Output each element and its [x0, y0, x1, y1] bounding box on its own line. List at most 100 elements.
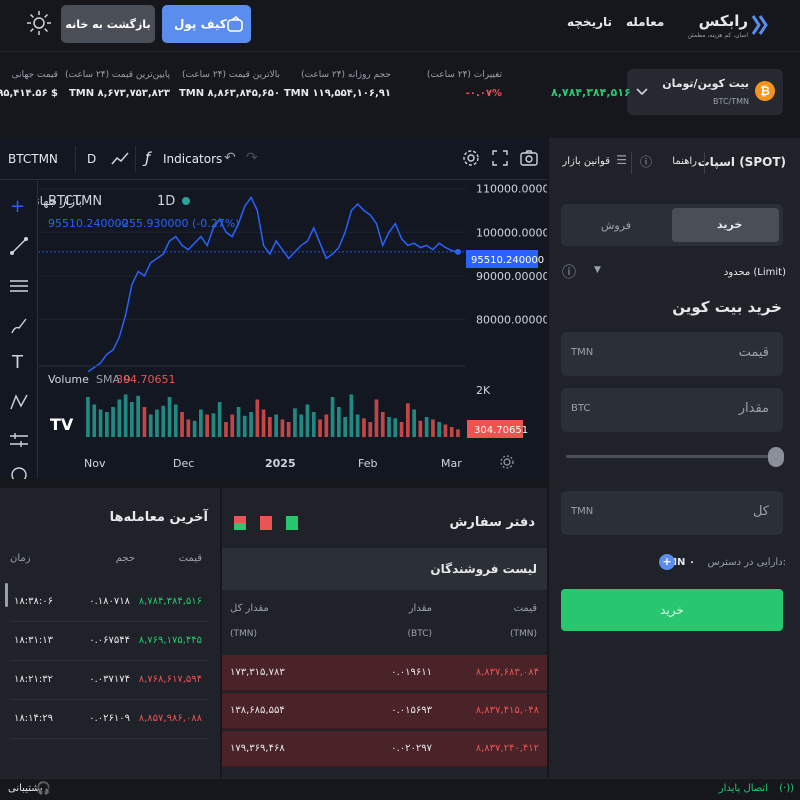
measure-icon[interactable] — [9, 430, 29, 450]
sellers-section-title: لیست فروشندگان — [430, 562, 537, 576]
back-home-button[interactable]: بازگشت به خانه — [61, 5, 155, 43]
volume-bar — [305, 404, 310, 437]
volume-bar — [230, 414, 235, 437]
stat-high: بالاترین قیمت (۲۴ ساعت) TMN ۸,۸۶۳,۸۴۵,۶۵… — [179, 70, 280, 99]
amount-slider-thumb[interactable] — [768, 447, 784, 467]
order-book-row[interactable]: ۸,۸۳۷,۶۸۳,۰۸۴ ۰.۰۱۹۶۱۱ ۱۷۳,۳۱۵,۷۸۳ — [222, 655, 547, 691]
guide-link[interactable]: راهنما — [672, 156, 697, 167]
headset-icon[interactable]: 🎧 — [36, 781, 51, 795]
amount-placeholder: مقدار — [738, 401, 769, 416]
stat-global-price: قیمت جهانی ۹۵,۴۱۴.۵۶ $ — [0, 70, 58, 99]
order-type-select[interactable]: محدود (Limit) — [724, 265, 786, 278]
interval-button[interactable]: D — [87, 152, 97, 166]
price-field[interactable]: قیمت TMN — [561, 332, 783, 376]
chart-symbol-button[interactable]: BTCTMN — [8, 152, 58, 166]
trade-volume: ۰.۰۶۷۵۴۴ — [89, 635, 130, 646]
volume-bar — [92, 404, 97, 437]
trendline-icon[interactable] — [9, 236, 29, 256]
volume-sma-value: 304.70651 — [116, 373, 176, 386]
volume-bar — [173, 404, 178, 437]
balance-value: TMN ۰ — [660, 557, 695, 568]
trade-volume: ۰.۰۲۶۱۰۹ — [89, 713, 130, 724]
price-chart[interactable]: BTCTMN 1D بازار جهانی 95510.240000 -255.… — [38, 180, 547, 478]
wallet-button[interactable]: کیف پول — [162, 5, 251, 43]
view-buys-icon[interactable] — [286, 516, 298, 530]
connection-status: اتصال پایدار — [718, 783, 768, 794]
order-book-row[interactable]: ۸,۸۳۷,۲۴۰,۴۱۲ ۰.۰۲۰۲۹۷ ۱۷۹,۳۶۹,۴۶۸ — [222, 731, 547, 767]
trade-row: ۸,۷۸۴,۳۸۴,۵۱۶ ۰.۱۸۰۷۱۸ ۱۸:۳۸:۰۶ — [10, 584, 208, 622]
volume-bar — [412, 409, 416, 437]
logo[interactable]: رابکس اسان، کم هزینه، مطمئن — [687, 10, 770, 42]
volume-bar — [199, 409, 203, 437]
alert-info-icon[interactable]: ⓘ — [562, 265, 576, 281]
view-sells-icon[interactable] — [260, 516, 272, 530]
emoji-icon[interactable] — [9, 465, 29, 479]
volume-bar — [123, 394, 128, 437]
fullscreen-icon[interactable] — [491, 149, 509, 167]
buy-tab[interactable]: خرید — [672, 208, 779, 242]
amount-field[interactable]: مقدار BTC — [561, 388, 783, 432]
col-price: قیمت — [513, 603, 537, 614]
row-amount: ۰.۰۲۰۲۹۷ — [391, 743, 432, 754]
col-amount: مقدار — [408, 603, 432, 614]
trade-time: ۱۸:۳۱:۱۳ — [14, 635, 53, 646]
price-badge-value: 95510.240000 — [471, 255, 544, 266]
crosshair-icon[interactable]: + — [10, 196, 26, 217]
volume-bar — [186, 419, 191, 437]
trade-price: ۸,۷۶۹,۱۷۵,۴۴۵ — [138, 635, 202, 646]
side-tabs: خرید فروش — [561, 204, 783, 246]
volume-bar — [443, 424, 448, 437]
col-price-unit: (TMN) — [509, 629, 537, 639]
order-book-row[interactable]: ۸,۸۳۷,۴۱۵,۰۴۸ ۰.۰۱۵۶۹۳ ۱۳۸,۶۸۵,۵۵۴ — [222, 693, 547, 729]
support-link[interactable]: پشتیبانی — [8, 783, 43, 794]
theme-toggle-button[interactable] — [24, 8, 54, 38]
row-price: ۸,۸۳۷,۶۸۳,۰۸۴ — [475, 667, 539, 678]
volume-bar — [431, 419, 435, 437]
chevron-down-icon — [636, 88, 648, 96]
deposit-plus-icon[interactable]: + — [659, 554, 675, 570]
volume-bar — [393, 418, 398, 438]
pattern-icon[interactable] — [9, 392, 29, 412]
redo-icon[interactable]: ↷ — [246, 150, 258, 166]
chevron-down-icon[interactable]: ▼ — [594, 265, 601, 275]
chart-legend-price: 95510.240000 — [48, 217, 128, 230]
volume-bar — [249, 412, 253, 437]
stat-low: پایین‌ترین قیمت (۲۴ ساعت) TMN ۸,۶۷۳,۷۵۳,… — [65, 70, 170, 99]
volume-bar — [205, 414, 209, 437]
nav-history[interactable]: تاریخچه — [567, 15, 612, 29]
amount-slider-track[interactable] — [566, 455, 776, 458]
market-rules-link[interactable]: قوانین بازار — [562, 156, 610, 167]
order-book-panel: دفتر سفارش لیست فروشندگان قیمت مقدار مقد… — [222, 488, 547, 778]
submit-buy-button[interactable]: خرید — [561, 589, 783, 631]
stat-change-label: تغییرات (۲۴ ساعت) — [426, 70, 502, 80]
nav-trade[interactable]: معامله — [626, 15, 665, 29]
volume-bar — [337, 407, 341, 437]
indicators-icon: ƒ — [145, 149, 151, 167]
brush-icon[interactable] — [9, 316, 29, 336]
x-tick-label: Feb — [358, 457, 377, 470]
recent-trades-panel: آخرین معامله‌ها قیمت حجم زمان — [0, 488, 220, 778]
timezone-gear-icon[interactable] — [500, 455, 514, 469]
volume-bar — [399, 422, 404, 437]
horizontal-lines-icon[interactable] — [9, 276, 29, 296]
chart-type-icon[interactable] — [110, 150, 130, 168]
view-both-icon[interactable] — [234, 516, 246, 530]
sell-tab[interactable]: فروش — [601, 219, 632, 232]
indicators-button[interactable]: Indicators — [163, 152, 223, 166]
volume-bar — [136, 395, 140, 438]
volume-axis-tick: 2K — [476, 384, 491, 397]
chart-legend-market: بازار جهانی — [38, 194, 82, 209]
text-tool-icon[interactable]: T — [12, 352, 23, 373]
price-placeholder: قیمت — [738, 345, 769, 360]
total-field[interactable]: کل TMN — [561, 491, 783, 535]
trade-row: ۸,۷۶۸,۶۱۷,۵۹۴ ۰.۰۳۷۱۷۴ ۱۸:۲۱:۳۲ — [10, 662, 208, 700]
settings-gear-icon[interactable] — [461, 148, 481, 168]
volume-bar — [330, 397, 335, 437]
undo-icon[interactable]: ↶ — [224, 150, 236, 166]
pair-selector[interactable]: ₿ بیت کوین/تومان BTC/TMN — [627, 69, 783, 115]
camera-icon[interactable] — [519, 149, 539, 167]
volume-bar — [355, 414, 360, 437]
col-price: قیمت — [178, 553, 202, 564]
chart-legend-change: -255.930000 (-0.27%) — [118, 217, 239, 230]
scrollbar-thumb[interactable] — [5, 583, 8, 607]
